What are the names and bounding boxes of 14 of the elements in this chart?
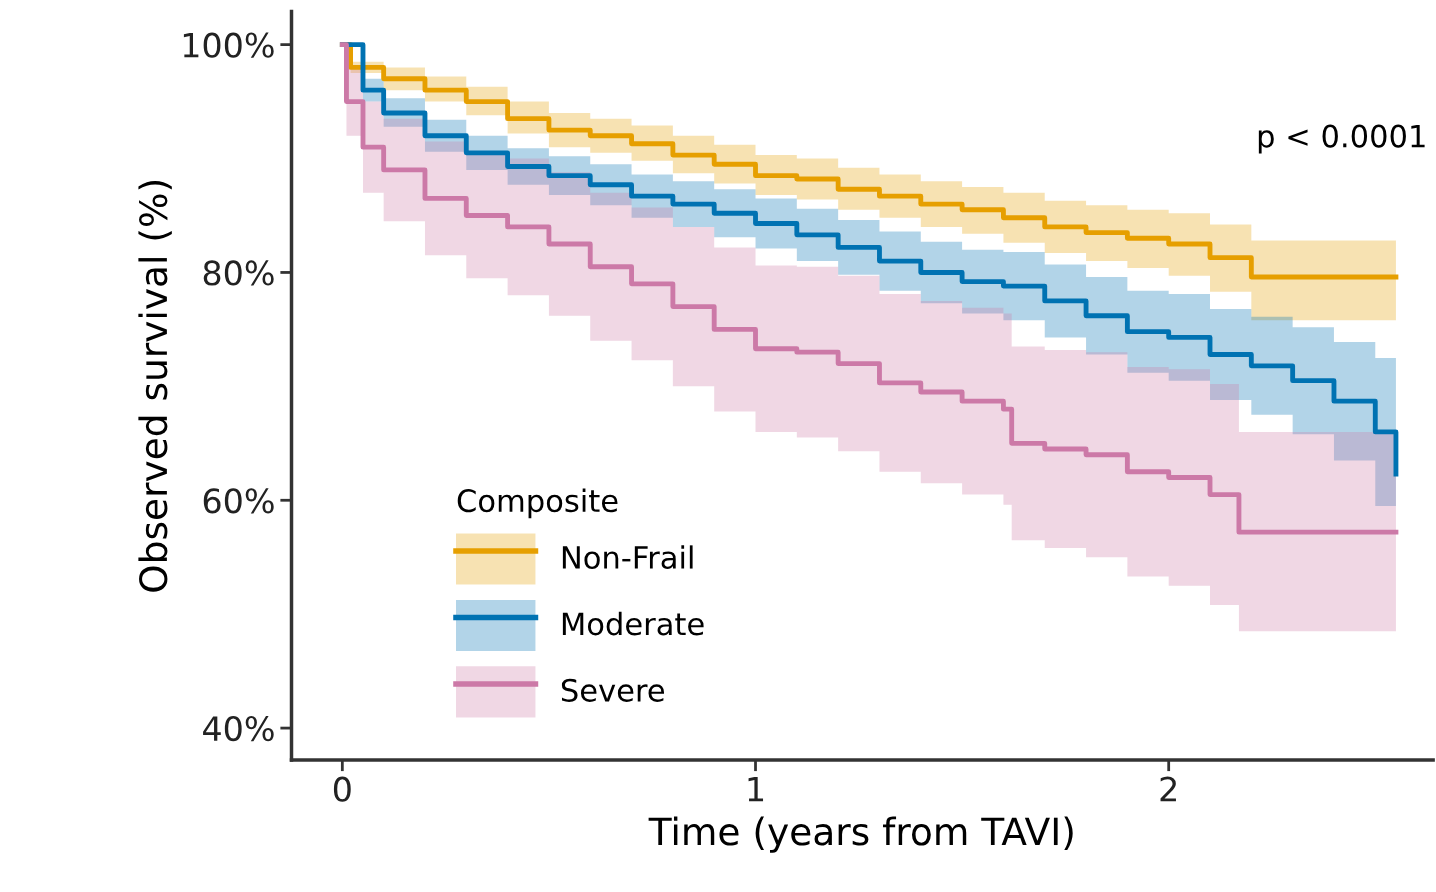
legend-label: Non-Frail (562, 545, 693, 569)
y-tick-label: 40% (203, 716, 274, 742)
legend-title: Composite (457, 488, 618, 519)
y-tick-label: 80% (203, 260, 274, 286)
y-axis-title: Observed survival (%) (138, 180, 172, 592)
x-axis-title: Time (years from TAVI) (648, 816, 1073, 853)
x-tick-label: 0 (333, 776, 351, 802)
x-tick-label: 2 (1160, 776, 1176, 802)
legend-label: Severe (561, 678, 665, 702)
legend-label: Moderate (562, 611, 704, 636)
y-tick-label: 100% (183, 32, 274, 58)
annotation: p < 0.0001 (1258, 124, 1425, 154)
y-tick-label: 60% (203, 488, 274, 514)
x-tick-label: 1 (748, 776, 764, 802)
